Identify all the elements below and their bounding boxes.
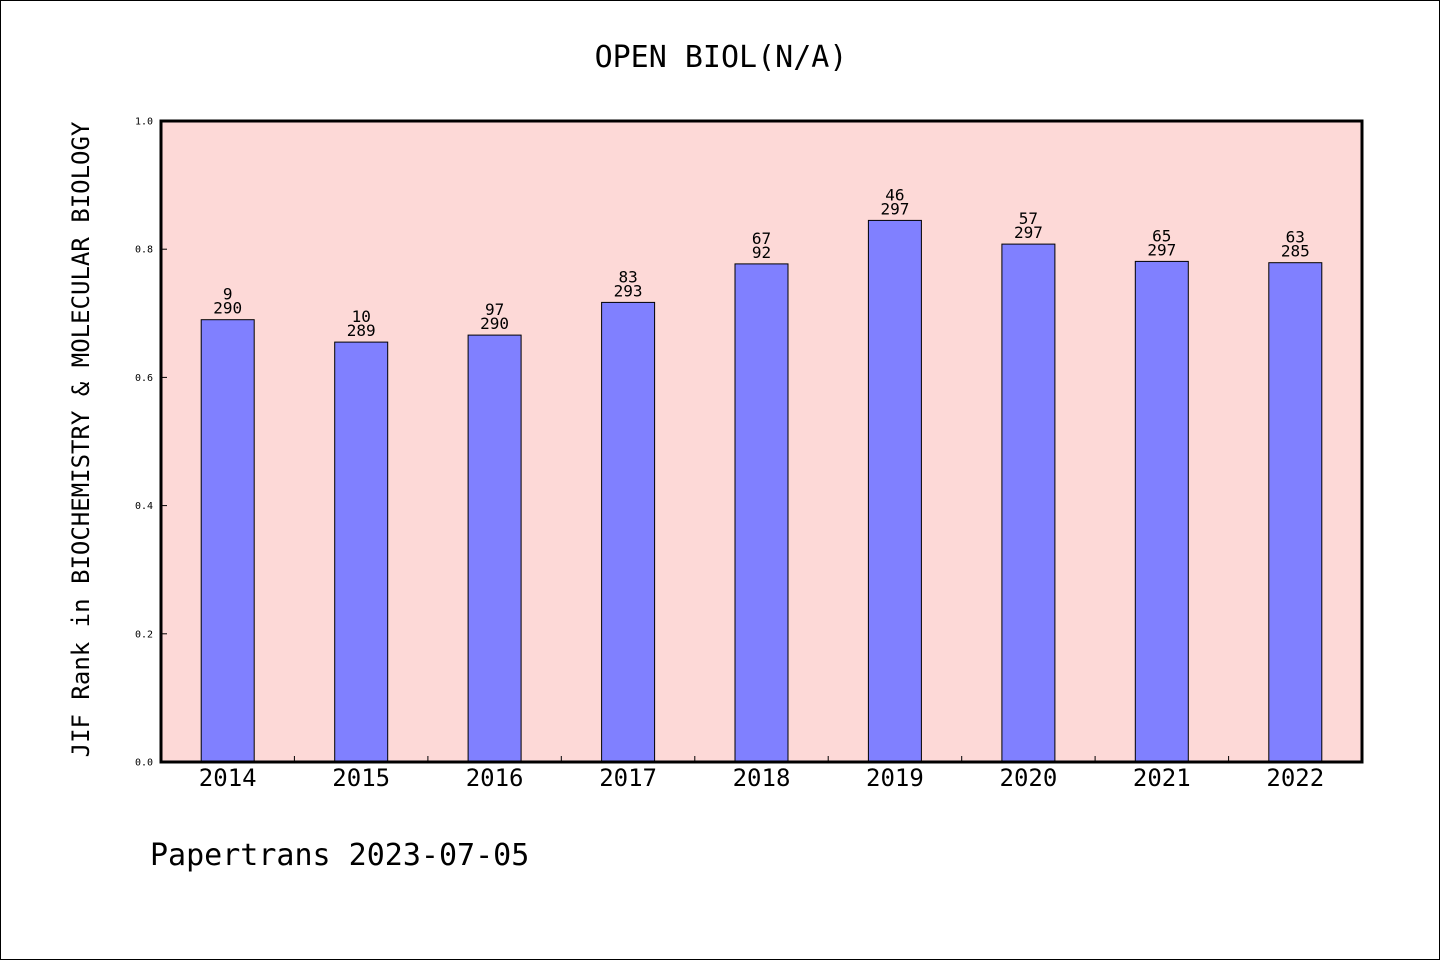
footer-credit: Papertrans 2023-07-05 (150, 838, 529, 873)
bar-label-rank-2018: 67 (752, 229, 771, 248)
bar-2022 (1268, 262, 1323, 763)
x-tick-label-2015: 2015 (332, 764, 390, 792)
chart-title: OPEN BIOL(N/A) (595, 40, 848, 75)
x-tick-label-2021: 2021 (1133, 764, 1191, 792)
y-tick-label: 0.4 (135, 501, 153, 512)
bar-label-total-2014: 290 (213, 299, 242, 318)
bar-label-rank-2020: 57 (1019, 209, 1038, 228)
bar-label-rank-2016: 97 (485, 300, 504, 319)
y-tick-label: 1.0 (135, 117, 153, 128)
y-tick-label: 0.0 (135, 758, 153, 769)
x-axis: 2014 2015 2016 2017 2018 2019 2020 2021 2022 (199, 756, 1324, 792)
y-tick-label: 0.6 (135, 373, 153, 384)
bar-2017 (601, 301, 656, 763)
bar-label-rank-2017: 83 (618, 267, 637, 286)
bar-2015 (334, 341, 389, 763)
x-tick-label-2014: 2014 (199, 764, 257, 792)
bar-label-rank-2021: 65 (1152, 226, 1171, 245)
bar-2019 (867, 219, 922, 763)
plot-frame (159, 119, 1364, 764)
bar-label-total-2020: 297 (1014, 223, 1043, 242)
bar-2021 (1134, 260, 1189, 763)
x-tick-label-2019: 2019 (866, 764, 924, 792)
bar-label-total-2021: 297 (1147, 240, 1176, 259)
x-tick-label-2022: 2022 (1266, 764, 1324, 792)
x-tick-label-2016: 2016 (466, 764, 524, 792)
bar-label-rank-2014: 9 (223, 285, 233, 304)
bar-2016 (467, 334, 522, 763)
bar-label-rank-2019: 46 (885, 185, 904, 204)
y-tick-label: 0.8 (135, 245, 153, 256)
bar-label-total-2022: 285 (1281, 242, 1310, 261)
bar-label-total-2017: 293 (614, 281, 643, 300)
bar-label-total-2018: 92 (752, 243, 771, 262)
x-tick-label-2017: 2017 (599, 764, 657, 792)
bar-label-rank-2015: 10 (352, 307, 371, 326)
bar-2018 (734, 263, 789, 763)
y-tick-label: 0.2 (135, 629, 153, 640)
bar-label-total-2019: 297 (880, 199, 909, 218)
bar-2020 (1001, 243, 1056, 763)
bar-2014 (200, 319, 255, 763)
bar-label-total-2016: 290 (480, 314, 509, 333)
x-tick-label-2018: 2018 (733, 764, 791, 792)
bar-label-rank-2022: 63 (1286, 228, 1305, 247)
y-axis-label: JIF Rank in BIOCHEMISTRY & MOLECULAR BIO… (67, 121, 95, 757)
bars-layer (200, 219, 1323, 763)
x-tick-label-2020: 2020 (1000, 764, 1058, 792)
bar-label-total-2015: 289 (347, 321, 376, 340)
